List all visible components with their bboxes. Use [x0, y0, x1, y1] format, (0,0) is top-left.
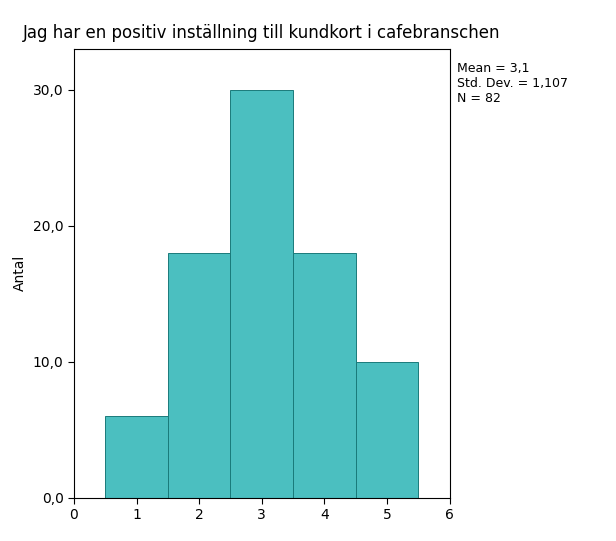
Bar [168, 253, 230, 498]
Bar [356, 361, 418, 498]
Y-axis label: Antal: Antal [13, 255, 27, 292]
Bar [105, 416, 168, 498]
Title: Jag har en positiv inställning till kundkort i cafebranschen: Jag har en positiv inställning till kund… [23, 24, 501, 42]
Text: Mean = 3,1
Std. Dev. = 1,107
N = 82: Mean = 3,1 Std. Dev. = 1,107 N = 82 [457, 62, 568, 105]
Bar [293, 253, 356, 498]
Bar [230, 89, 293, 498]
